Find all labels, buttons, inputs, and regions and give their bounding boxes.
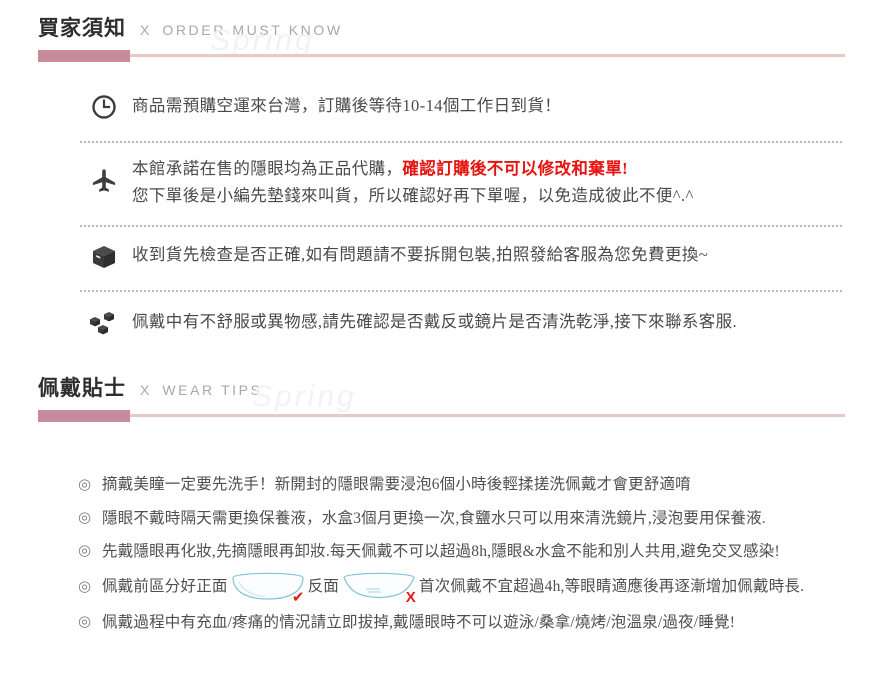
notice-text: 本館承諾在售的隱眼均為正品代購，確認訂購後不可以修改和棄單! 您下單後是小編先墊… [124,155,842,209]
section-title-cn: 佩戴貼士 [38,377,126,400]
section-title-separator: X [140,22,151,38]
lens-correct-figure: ✔ [229,572,307,606]
notice-text: 收到貨先檢查是否正確,如有問題請不要拆開包裝,拍照發給客服為您免費更換~ [124,241,842,268]
lens-inverted-figure: X [340,572,418,606]
incorrect-cross-mark: X [405,589,417,606]
section-rule [0,50,880,62]
section-title-group: 買家須知 X ORDER MUST KNOW [0,18,880,39]
package-box-icon [84,241,124,271]
notice-warning-text: 確認訂購後不可以修改和棄單! [402,159,629,178]
tip-bullet-icon: ◎ [78,543,92,559]
section-title-group: 佩戴貼士 X WEAR TIPS [0,378,880,399]
tip-text: 隱眼不戴時隔天需更換保養液，水盒3個月更換一次,食鹽水只可以用來清洗鏡片,浸泡要… [102,509,766,527]
section-rule-thin-line [38,414,845,417]
dotted-separator [80,225,842,227]
notice-row: 佩戴中有不舒服或異物感,請先確認是否戴反或鏡片是否清洗乾淨,接下來聯系客服. [0,308,880,352]
tip-bullet-icon: ◎ [78,510,92,526]
section-header-wear-tips: Spring 佩戴貼士 X WEAR TIPS [0,378,880,422]
notice-row: 收到貨先檢查是否正確,如有問題請不要拆開包裝,拍照發給客服為您免費更換~ [0,241,880,285]
section-rule-accent-bar [38,410,130,422]
tip-lead-text: 佩戴前區分好正面 [102,578,228,595]
list-item: ◎ 先戴隱眼再化妝,先摘隱眼再卸妝.每天佩戴不可以超過8h,隱眼&水盒不能和別人… [0,535,880,568]
tip-text: 佩戴過程中有充血/疼痛的情況請立即拔掉,戴隱眼時不可以遊泳/桑拿/燒烤/泡溫泉/… [102,613,736,631]
notice-line: 佩戴中有不舒服或異物感,請先確認是否戴反或鏡片是否清洗乾淨,接下來聯系客服. [132,312,738,331]
clock-icon [84,92,124,120]
watermark-decoration: Spring [210,24,315,57]
section-header-order-must-know: Spring 買家須知 X ORDER MUST KNOW [0,18,880,62]
section-rule-thin-line [38,54,845,57]
airplane-icon [84,155,124,195]
notice-text: 商品需預購空運來台灣，訂購後等待10-14個工作日到貨！ [124,92,842,119]
list-item: ◎ 摘戴美瞳一定要先洗手！新開封的隱眼需要浸泡6個小時後輕揉搓洗佩戴才會更舒適唷 [0,468,880,502]
tip-bullet-icon: ◎ [78,614,92,630]
wear-tips-list: ◎ 摘戴美瞳一定要先洗手！新開封的隱眼需要浸泡6個小時後輕揉搓洗佩戴才會更舒適唷… [0,468,880,639]
notice-row: 商品需預購空運來台灣，訂購後等待10-14個工作日到貨！ [0,92,880,138]
correct-check-mark: ✔ [291,589,305,606]
notice-line: 商品需預購空運來台灣，訂購後等待10-14個工作日到貨！ [132,96,562,115]
list-item: ◎ 佩戴過程中有充血/疼痛的情況請立即拔掉,戴隱眼時不可以遊泳/桑拿/燒烤/泡溫… [0,606,880,639]
notice-line: 您下單後是小編先墊錢來叫貨，所以確認好再下單喔，以免造成彼此不便^.^ [132,186,694,205]
section-title-cn: 買家須知 [38,17,126,40]
section-title-en: WEAR TIPS [162,382,263,398]
list-item-lens-orientation: ◎ 佩戴前區分好正面 ✔ 反面 X 首次佩戴不宜超過4 [0,568,880,606]
notice-line: 收到貨先檢查是否正確,如有問題請不要拆開包裝,拍照發給客服為您免費更換~ [132,245,709,264]
notice-list: 商品需預購空運來台灣，訂購後等待10-14個工作日到貨！ 本館承諾在售的隱眼均為… [0,92,880,352]
tip-tail-text: 首次佩戴不宜超過4h,等眼睛適應後再逐漸增加佩戴時長. [419,578,805,595]
section-rule-accent-bar [38,50,130,62]
tip-text: 摘戴美瞳一定要先洗手！新開封的隱眼需要浸泡6個小時後輕揉搓洗佩戴才會更舒適唷 [102,476,691,493]
tip-bullet-icon: ◎ [78,578,92,595]
list-item: ◎ 隱眼不戴時隔天需更換保養液，水盒3個月更換一次,食鹽水只可以用來清洗鏡片,浸… [0,502,880,535]
dotted-separator [80,290,842,292]
tip-mid-text: 反面 [307,578,340,595]
watermark-decoration: Spring [252,380,357,413]
tip-text: 佩戴前區分好正面 ✔ 反面 X 首次佩戴不宜超過4h,等眼睛適應後再逐漸增加 [102,572,850,606]
notice-line: 本館承諾在售的隱眼均為正品代購， [132,159,403,178]
notice-text: 佩戴中有不舒服或異物感,請先確認是否戴反或鏡片是否清洗乾淨,接下來聯系客服. [124,308,842,335]
section-rule [0,410,880,422]
tip-text: 先戴隱眼再化妝,先摘隱眼再卸妝.每天佩戴不可以超過8h,隱眼&水盒不能和別人共用… [102,542,780,560]
tip-bullet-icon: ◎ [78,476,92,493]
section-title-en: ORDER MUST KNOW [162,22,343,38]
notice-row: 本館承諾在售的隱眼均為正品代購，確認訂購後不可以修改和棄單! 您下單後是小編先墊… [0,155,880,219]
section-title-separator: X [140,382,151,398]
three-cubes-icon [84,308,124,338]
dotted-separator [80,141,842,143]
